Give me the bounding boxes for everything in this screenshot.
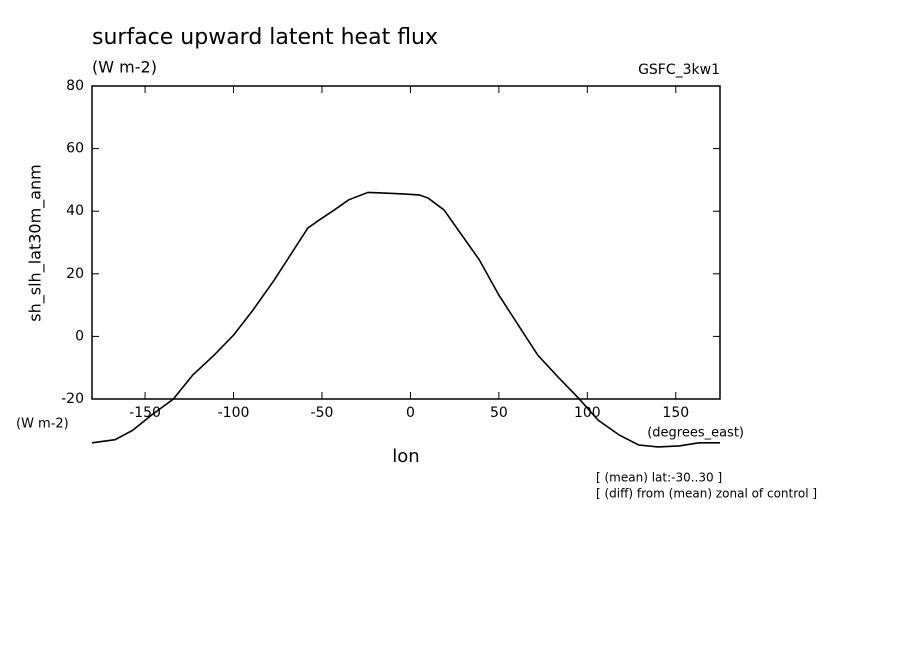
chart-title: surface upward latent heat flux bbox=[92, 25, 438, 50]
line bbox=[91, 191, 720, 448]
x-tick-label: 100 bbox=[574, 405, 601, 421]
y-tick-label: 80 bbox=[66, 78, 84, 94]
x-tick-label: 50 bbox=[490, 405, 508, 421]
y-tick-label: 20 bbox=[66, 266, 84, 282]
note: [ (mean) lat:-30..30 ] bbox=[596, 471, 722, 485]
y-axis-label: sh_slh_lat30m_anm bbox=[26, 164, 46, 321]
x-tick-label: 0 bbox=[406, 405, 415, 421]
x-tick-label: -100 bbox=[218, 405, 250, 421]
x-tick-label: 150 bbox=[662, 405, 689, 421]
y-tick-label: -20 bbox=[61, 391, 84, 407]
y-unit: (W m-2) bbox=[16, 417, 69, 432]
subtitle: (W m-2) bbox=[92, 58, 157, 77]
x-axis-label: lon bbox=[392, 446, 419, 467]
x-unit: (degrees_east) bbox=[647, 426, 744, 441]
source: GSFC_3kw1 bbox=[638, 62, 720, 78]
y-tick-label: 40 bbox=[66, 203, 84, 219]
y-tick-label: 60 bbox=[66, 141, 84, 157]
x-tick-label: -150 bbox=[129, 405, 161, 421]
note: [ (diff) from (mean) zonal of control ] bbox=[596, 487, 817, 501]
x-tick-label: -50 bbox=[311, 405, 334, 421]
y-tick-label: 0 bbox=[75, 328, 84, 344]
plot-frame bbox=[91, 85, 721, 400]
